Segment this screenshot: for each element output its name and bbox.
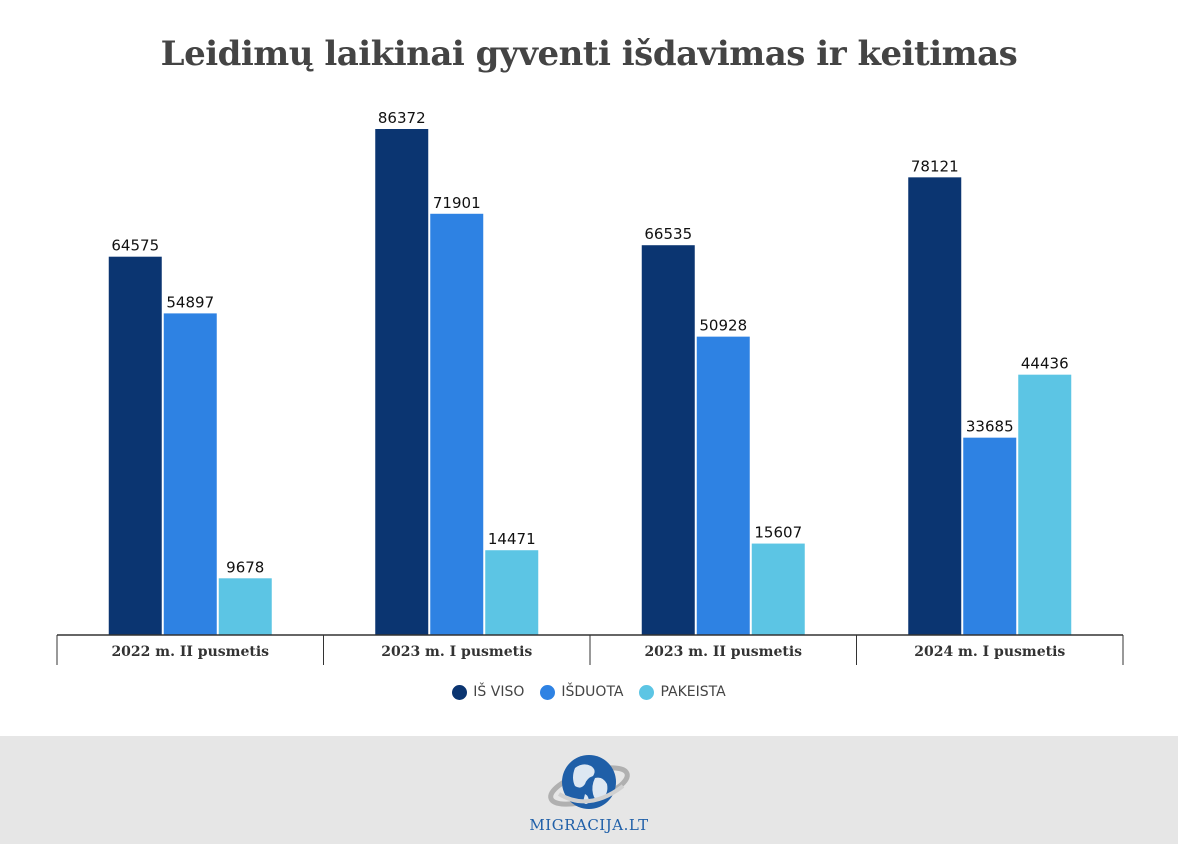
bar-issued-3 bbox=[696, 336, 750, 635]
bar-replaced-3 bbox=[751, 543, 805, 635]
bar-issued-1 bbox=[163, 313, 217, 635]
value-label-replaced-1: 9678 bbox=[226, 558, 264, 576]
value-label-replaced-3: 15607 bbox=[754, 524, 802, 542]
bar-replaced-4 bbox=[1018, 374, 1072, 635]
chart-title: Leidimų laikinai gyventi išdavimas ir ke… bbox=[160, 34, 1018, 74]
legend-item-total: IŠ VISO bbox=[452, 684, 524, 700]
value-label-total-3: 66535 bbox=[644, 225, 692, 243]
legend-dot-total bbox=[452, 684, 468, 700]
x-axis: 2022 m. II pusmetis 2023 m. I pusmetis 202… bbox=[56, 634, 1124, 665]
value-label-issued-1: 54897 bbox=[166, 293, 214, 311]
value-label-issued-2: 71901 bbox=[433, 194, 481, 212]
value-label-total-4: 78121 bbox=[911, 157, 959, 175]
bar-issued-4 bbox=[963, 437, 1017, 635]
bar-total-3 bbox=[641, 245, 695, 635]
value-label-issued-3: 50928 bbox=[699, 317, 747, 335]
bar-total-1 bbox=[108, 256, 162, 635]
bar-replaced-1 bbox=[218, 578, 272, 635]
footer: MIGRACIJA.LT bbox=[0, 736, 1178, 844]
legend-item-replaced: PAKEISTA bbox=[639, 684, 726, 700]
value-label-issued-4: 33685 bbox=[966, 418, 1014, 436]
bar-issued-2 bbox=[430, 213, 484, 635]
bar-chart: 64575 54897 9678 86372 71901 14471 66535 50928 1… bbox=[56, 109, 1124, 665]
legend-label-issued: IŠDUOTA bbox=[561, 684, 624, 700]
bar-total-2 bbox=[375, 129, 429, 635]
value-label-replaced-4: 44436 bbox=[1021, 355, 1069, 373]
category-label-4: 2024 m. I pusmetis bbox=[914, 644, 1065, 660]
legend-dot-replaced bbox=[639, 684, 655, 700]
legend: IŠ VISO IŠDUOTA PAKEISTA bbox=[0, 684, 1178, 700]
bars-layer bbox=[108, 129, 1072, 635]
category-label-3: 2023 m. II pusmetis bbox=[644, 644, 802, 660]
value-label-total-2: 86372 bbox=[378, 109, 426, 127]
globe-icon[interactable] bbox=[539, 750, 639, 836]
bar-total-4 bbox=[908, 177, 962, 635]
legend-item-issued: IŠDUOTA bbox=[540, 684, 623, 700]
logo-text[interactable]: MIGRACIJA.LT bbox=[529, 816, 649, 834]
value-label-total-1: 64575 bbox=[111, 237, 159, 255]
bar-replaced-2 bbox=[485, 550, 539, 635]
value-label-replaced-2: 14471 bbox=[488, 530, 536, 548]
category-label-1: 2022 m. II pusmetis bbox=[111, 644, 269, 660]
legend-label-total: IŠ VISO bbox=[473, 684, 525, 700]
legend-label-replaced: PAKEISTA bbox=[660, 684, 726, 700]
legend-dot-issued bbox=[540, 684, 556, 700]
category-label-2: 2023 m. I pusmetis bbox=[381, 644, 532, 660]
value-labels-layer: 64575 54897 9678 86372 71901 14471 66535 50928 1… bbox=[111, 109, 1068, 576]
